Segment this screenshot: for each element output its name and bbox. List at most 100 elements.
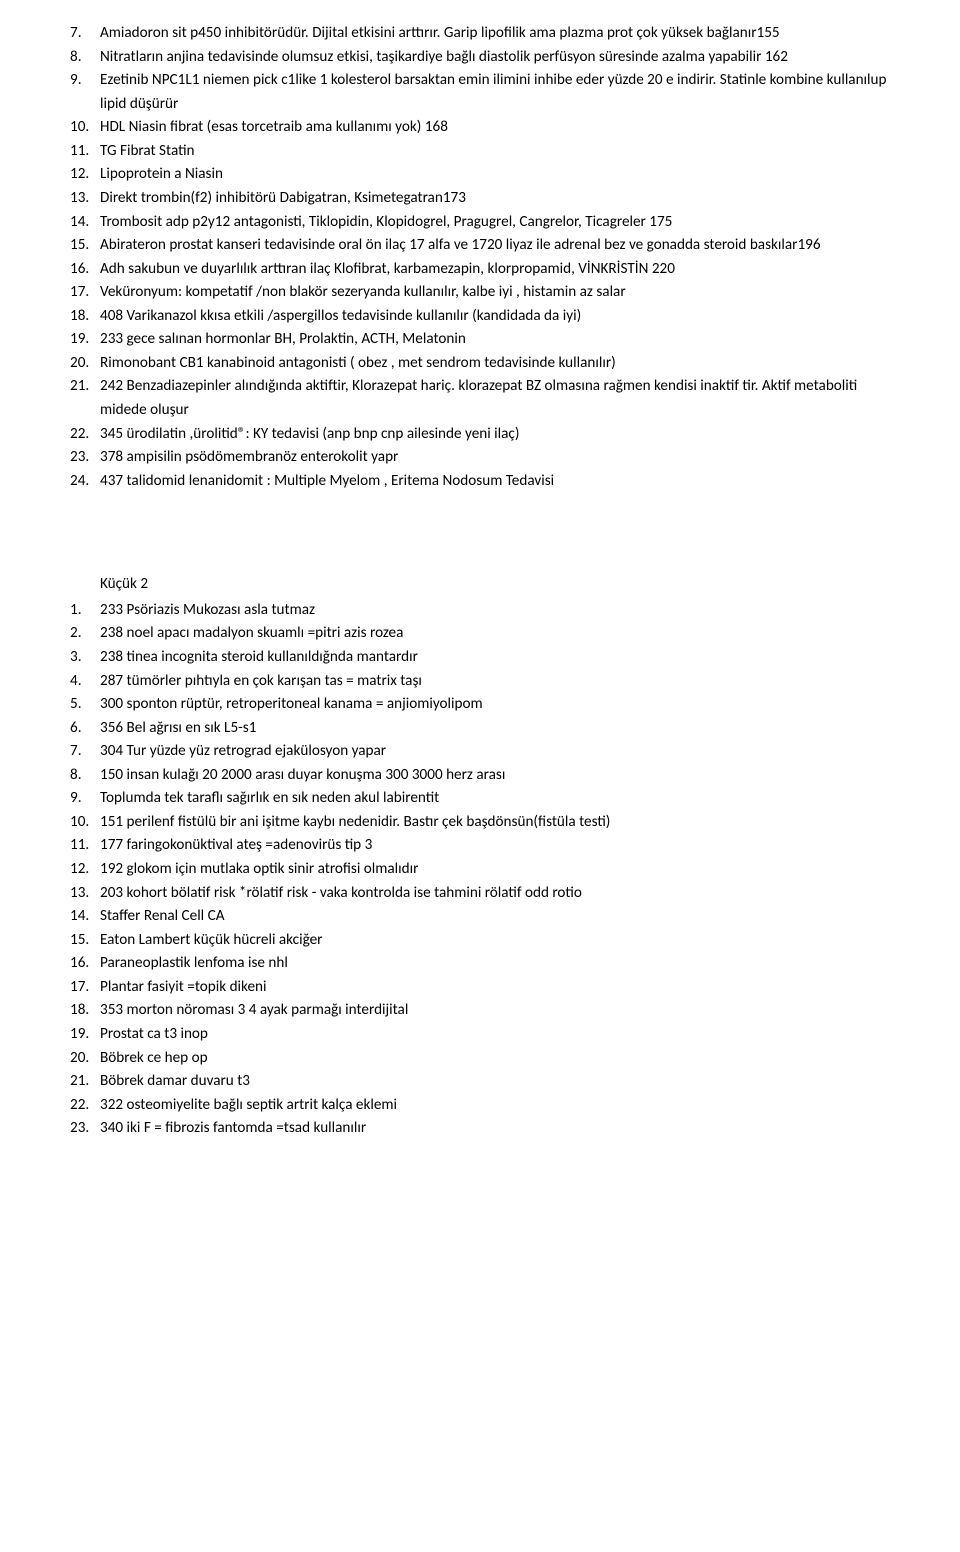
list-item-number: 10. xyxy=(70,811,100,835)
list-item-text: Lipoprotein a Niasin xyxy=(100,163,890,187)
list-item: 9.Toplumda tek taraflı sağırlık en sık n… xyxy=(70,787,890,811)
list-item: 16.Paraneoplastik lenfoma ise nhl xyxy=(70,952,890,976)
list-item: 8.150 insan kulağı 20 2000 arası duyar k… xyxy=(70,764,890,788)
list-item: 17.Plantar fasiyit =topik dikeni xyxy=(70,976,890,1000)
list-item-text: 242 Benzadiazepinler alındığında aktifti… xyxy=(100,375,890,422)
list-item-text: Prostat ca t3 inop xyxy=(100,1023,890,1047)
list-item: 10.151 perilenf fistülü bir ani işitme k… xyxy=(70,811,890,835)
list-item-text: Rimonobant CB1 kanabinoid antagonisti ( … xyxy=(100,352,890,376)
list-item-number: 17. xyxy=(70,281,100,305)
list-item-text: 192 glokom için mutlaka optik sinir atro… xyxy=(100,858,890,882)
section-2-title: Küçük 2 xyxy=(70,573,890,597)
list-item: 13.Direkt trombin(f2) inhibitörü Dabigat… xyxy=(70,187,890,211)
section-spacer xyxy=(70,493,890,573)
list-item: 12.Lipoprotein a Niasin xyxy=(70,163,890,187)
list-item: 21.242 Benzadiazepinler alındığında akti… xyxy=(70,375,890,422)
list-item: 7.304 Tur yüzde yüz retrograd ejakülosyo… xyxy=(70,740,890,764)
list-item-text: Böbrek damar duvaru t3 xyxy=(100,1070,890,1094)
list-section-1: 7.Amiadoron sit p450 inhibitörüdür. Diji… xyxy=(70,22,890,493)
list-item: 18.408 Varikanazol kkısa etkili /aspergi… xyxy=(70,305,890,329)
list-item-text: Adh sakubun ve duyarlılık arttıran ilaç … xyxy=(100,258,890,282)
list-item-number: 3. xyxy=(70,646,100,670)
list-item-text: 238 noel apacı madalyon skuamlı =pitri a… xyxy=(100,622,890,646)
list-item: 18.353 morton nöroması 3 4 ayak parmağı … xyxy=(70,999,890,1023)
list-item-number: 11. xyxy=(70,834,100,858)
list-item: 10.HDL Niasin fibrat (esas torcetraib am… xyxy=(70,116,890,140)
list-item-text: Direkt trombin(f2) inhibitörü Dabigatran… xyxy=(100,187,890,211)
list-item-number: 13. xyxy=(70,187,100,211)
list-item-number: 8. xyxy=(70,764,100,788)
list-item: 14.Staffer Renal Cell CA xyxy=(70,905,890,929)
list-item-number: 12. xyxy=(70,858,100,882)
list-item-number: 20. xyxy=(70,352,100,376)
list-item: 19.Prostat ca t3 inop xyxy=(70,1023,890,1047)
list-item-text: Ezetinib NPC1L1 niemen pick c1like 1 kol… xyxy=(100,69,890,116)
list-item: 14.Trombosit adp p2y12 antagonisti, Tikl… xyxy=(70,211,890,235)
list-item: 9.Ezetinib NPC1L1 niemen pick c1like 1 k… xyxy=(70,69,890,116)
list-item-number: 24. xyxy=(70,470,100,494)
list-item-text: 233 gece salınan hormonlar BH, Prolaktin… xyxy=(100,328,890,352)
list-item-text: Amiadoron sit p450 inhibitörüdür. Dijita… xyxy=(100,22,890,46)
list-item-text: Abirateron prostat kanseri tedavisinde o… xyxy=(100,234,890,258)
list-item: 6.356 Bel ağrısı en sık L5-s1 xyxy=(70,717,890,741)
list-item-text: 304 Tur yüzde yüz retrograd ejakülosyon … xyxy=(100,740,890,764)
list-item-text: Nitratların anjina tedavisinde olumsuz e… xyxy=(100,46,890,70)
list-item-number: 5. xyxy=(70,693,100,717)
list-item-text: Eaton Lambert küçük hücreli akciğer xyxy=(100,929,890,953)
list-item: 22.345 ürodilatin ,ürolitid®: KY tedavis… xyxy=(70,423,890,447)
list-item-number: 14. xyxy=(70,211,100,235)
list-item-text: 238 tinea incognita steroid kullanıldığn… xyxy=(100,646,890,670)
list-item-text: 177 faringokonüktival ateş =adenovirüs t… xyxy=(100,834,890,858)
list-item: 20.Rimonobant CB1 kanabinoid antagonisti… xyxy=(70,352,890,376)
list-item-number: 16. xyxy=(70,952,100,976)
list-item: 20.Böbrek ce hep op xyxy=(70,1047,890,1071)
list-section-2: 1.233 Psöriazis Mukozası asla tutmaz2.23… xyxy=(70,599,890,1141)
list-item-text: Plantar fasiyit =topik dikeni xyxy=(100,976,890,1000)
list-item: 4.287 tümörler pıhtıyla en çok karışan t… xyxy=(70,670,890,694)
list-item: 19.233 gece salınan hormonlar BH, Prolak… xyxy=(70,328,890,352)
list-item-text: 151 perilenf fistülü bir ani işitme kayb… xyxy=(100,811,890,835)
list-item: 5.300 sponton rüptür, retroperitoneal ka… xyxy=(70,693,890,717)
list-item-number: 1. xyxy=(70,599,100,623)
list-item-number: 18. xyxy=(70,305,100,329)
list-item-number: 21. xyxy=(70,1070,100,1094)
list-item: 17.Veküronyum: kompetatif /non blakör se… xyxy=(70,281,890,305)
list-item: 21.Böbrek damar duvaru t3 xyxy=(70,1070,890,1094)
list-item-number: 18. xyxy=(70,999,100,1023)
list-item-number: 10. xyxy=(70,116,100,140)
list-item-number: 19. xyxy=(70,1023,100,1047)
list-item-number: 22. xyxy=(70,423,100,447)
list-item: 7.Amiadoron sit p450 inhibitörüdür. Diji… xyxy=(70,22,890,46)
list-item-text: 353 morton nöroması 3 4 ayak parmağı int… xyxy=(100,999,890,1023)
list-item-number: 8. xyxy=(70,46,100,70)
list-item: 13.203 kohort bölatif risk *rölatif risk… xyxy=(70,882,890,906)
list-item-text: 378 ampisilin psödömembranöz enterokolit… xyxy=(100,446,890,470)
list-item-number: 9. xyxy=(70,787,100,811)
list-item-number: 19. xyxy=(70,328,100,352)
list-item-number: 4. xyxy=(70,670,100,694)
list-item-text: Staffer Renal Cell CA xyxy=(100,905,890,929)
list-item: 11.TG Fibrat Statin xyxy=(70,140,890,164)
list-item: 22.322 osteomiyelite bağlı septik artrit… xyxy=(70,1094,890,1118)
list-item-text: Toplumda tek taraflı sağırlık en sık ned… xyxy=(100,787,890,811)
list-item-number: 9. xyxy=(70,69,100,116)
list-item: 16.Adh sakubun ve duyarlılık arttıran il… xyxy=(70,258,890,282)
list-item-number: 12. xyxy=(70,163,100,187)
list-item-number: 17. xyxy=(70,976,100,1000)
list-item-number: 7. xyxy=(70,740,100,764)
list-item-text: 345 ürodilatin ,ürolitid®: KY tedavisi (… xyxy=(100,423,890,447)
list-item-number: 23. xyxy=(70,446,100,470)
list-item-number: 13. xyxy=(70,882,100,906)
list-item-text: Trombosit adp p2y12 antagonisti, Tiklopi… xyxy=(100,211,890,235)
list-item-text: 356 Bel ağrısı en sık L5-s1 xyxy=(100,717,890,741)
list-item-number: 11. xyxy=(70,140,100,164)
list-item-text: 437 talidomid lenanidomit : Multiple Mye… xyxy=(100,470,890,494)
list-item-number: 22. xyxy=(70,1094,100,1118)
list-item-text: 287 tümörler pıhtıyla en çok karışan tas… xyxy=(100,670,890,694)
list-item-text: 233 Psöriazis Mukozası asla tutmaz xyxy=(100,599,890,623)
list-item: 2.238 noel apacı madalyon skuamlı =pitri… xyxy=(70,622,890,646)
list-item-text: 203 kohort bölatif risk *rölatif risk - … xyxy=(100,882,890,906)
list-item-number: 20. xyxy=(70,1047,100,1071)
list-item: 12.192 glokom için mutlaka optik sinir a… xyxy=(70,858,890,882)
list-item-number: 7. xyxy=(70,22,100,46)
